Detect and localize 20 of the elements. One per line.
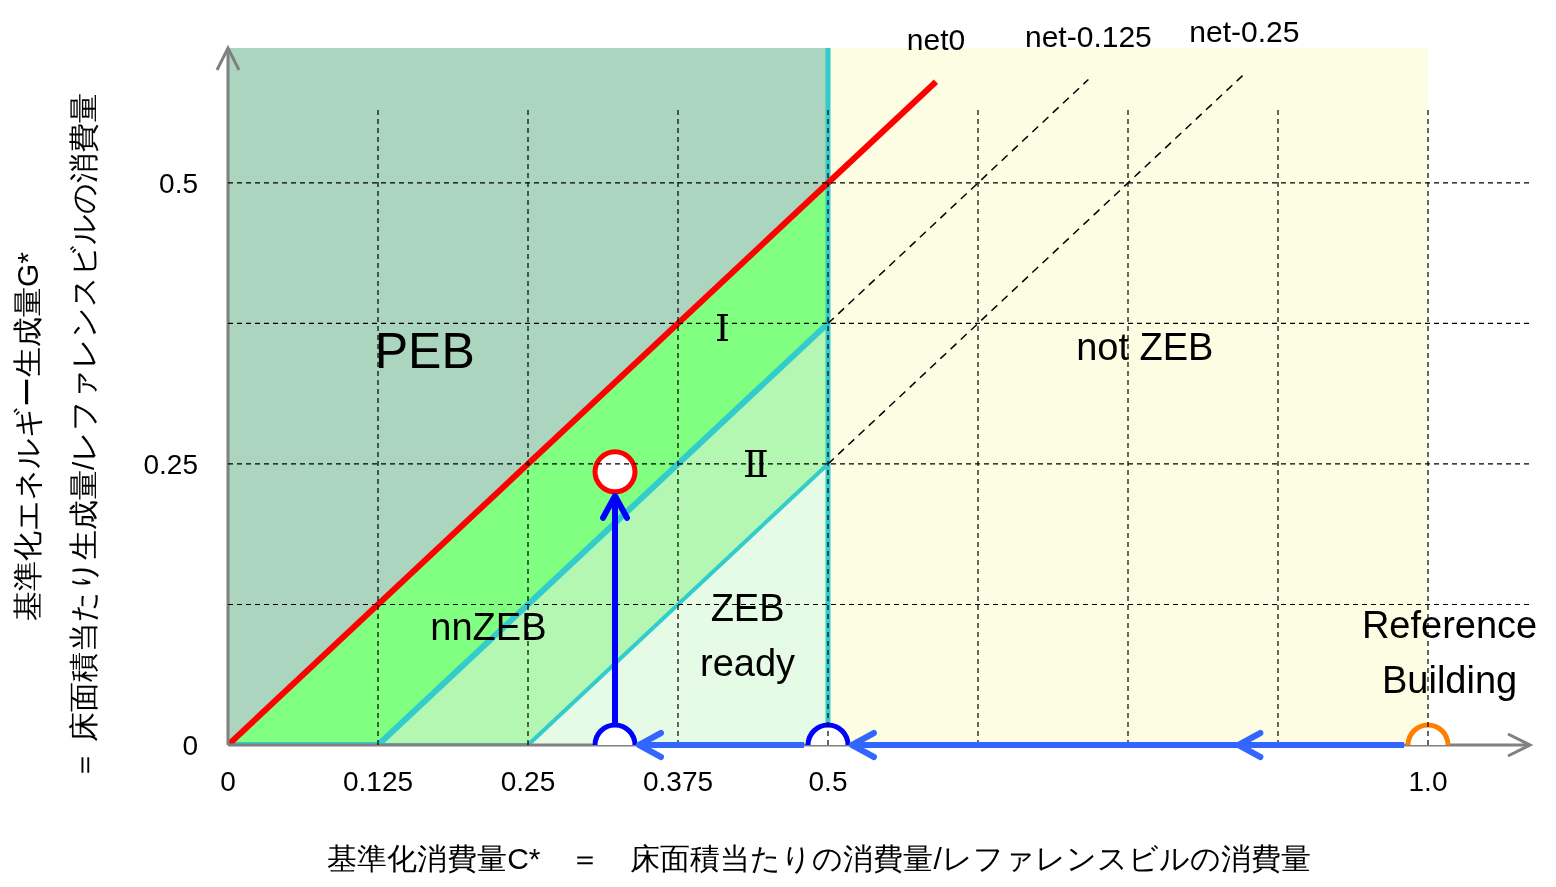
- annotation: not ZEB: [1076, 326, 1214, 369]
- series-label: net-0.125: [1025, 20, 1152, 54]
- x-tick-label: 0.5: [808, 765, 848, 797]
- y-axis-title: 基準化エネルギー生成量G* ＝ 床面積当たり生成量/レファレンスビルの消費量: [10, 92, 100, 781]
- x-tick-label: 0.125: [342, 765, 414, 797]
- annotation: PEB: [374, 323, 475, 380]
- x-tick-label: 0.375: [642, 765, 714, 797]
- annotation: nnZEB: [430, 606, 547, 649]
- x-tick-label: 1.0: [1408, 765, 1448, 797]
- annotation: Reference Building: [1361, 603, 1538, 701]
- y-tick-label: 0.25: [143, 448, 198, 480]
- x-axis-title: 基準化消費量C* ＝ 床面積当たりの消費量/レファレンスビルの消費量: [327, 842, 1311, 875]
- annotation: ZEB ready: [700, 586, 796, 684]
- y-tick-label: 0.5: [159, 167, 198, 199]
- x-tick-label: 0.25: [500, 765, 556, 797]
- annotation: Ⅱ: [743, 443, 769, 486]
- x-tick-label: 0: [220, 765, 236, 797]
- y-tick-label: 0: [182, 729, 198, 761]
- series-label: net0: [906, 22, 966, 56]
- series-label: net-0.25: [1189, 14, 1300, 48]
